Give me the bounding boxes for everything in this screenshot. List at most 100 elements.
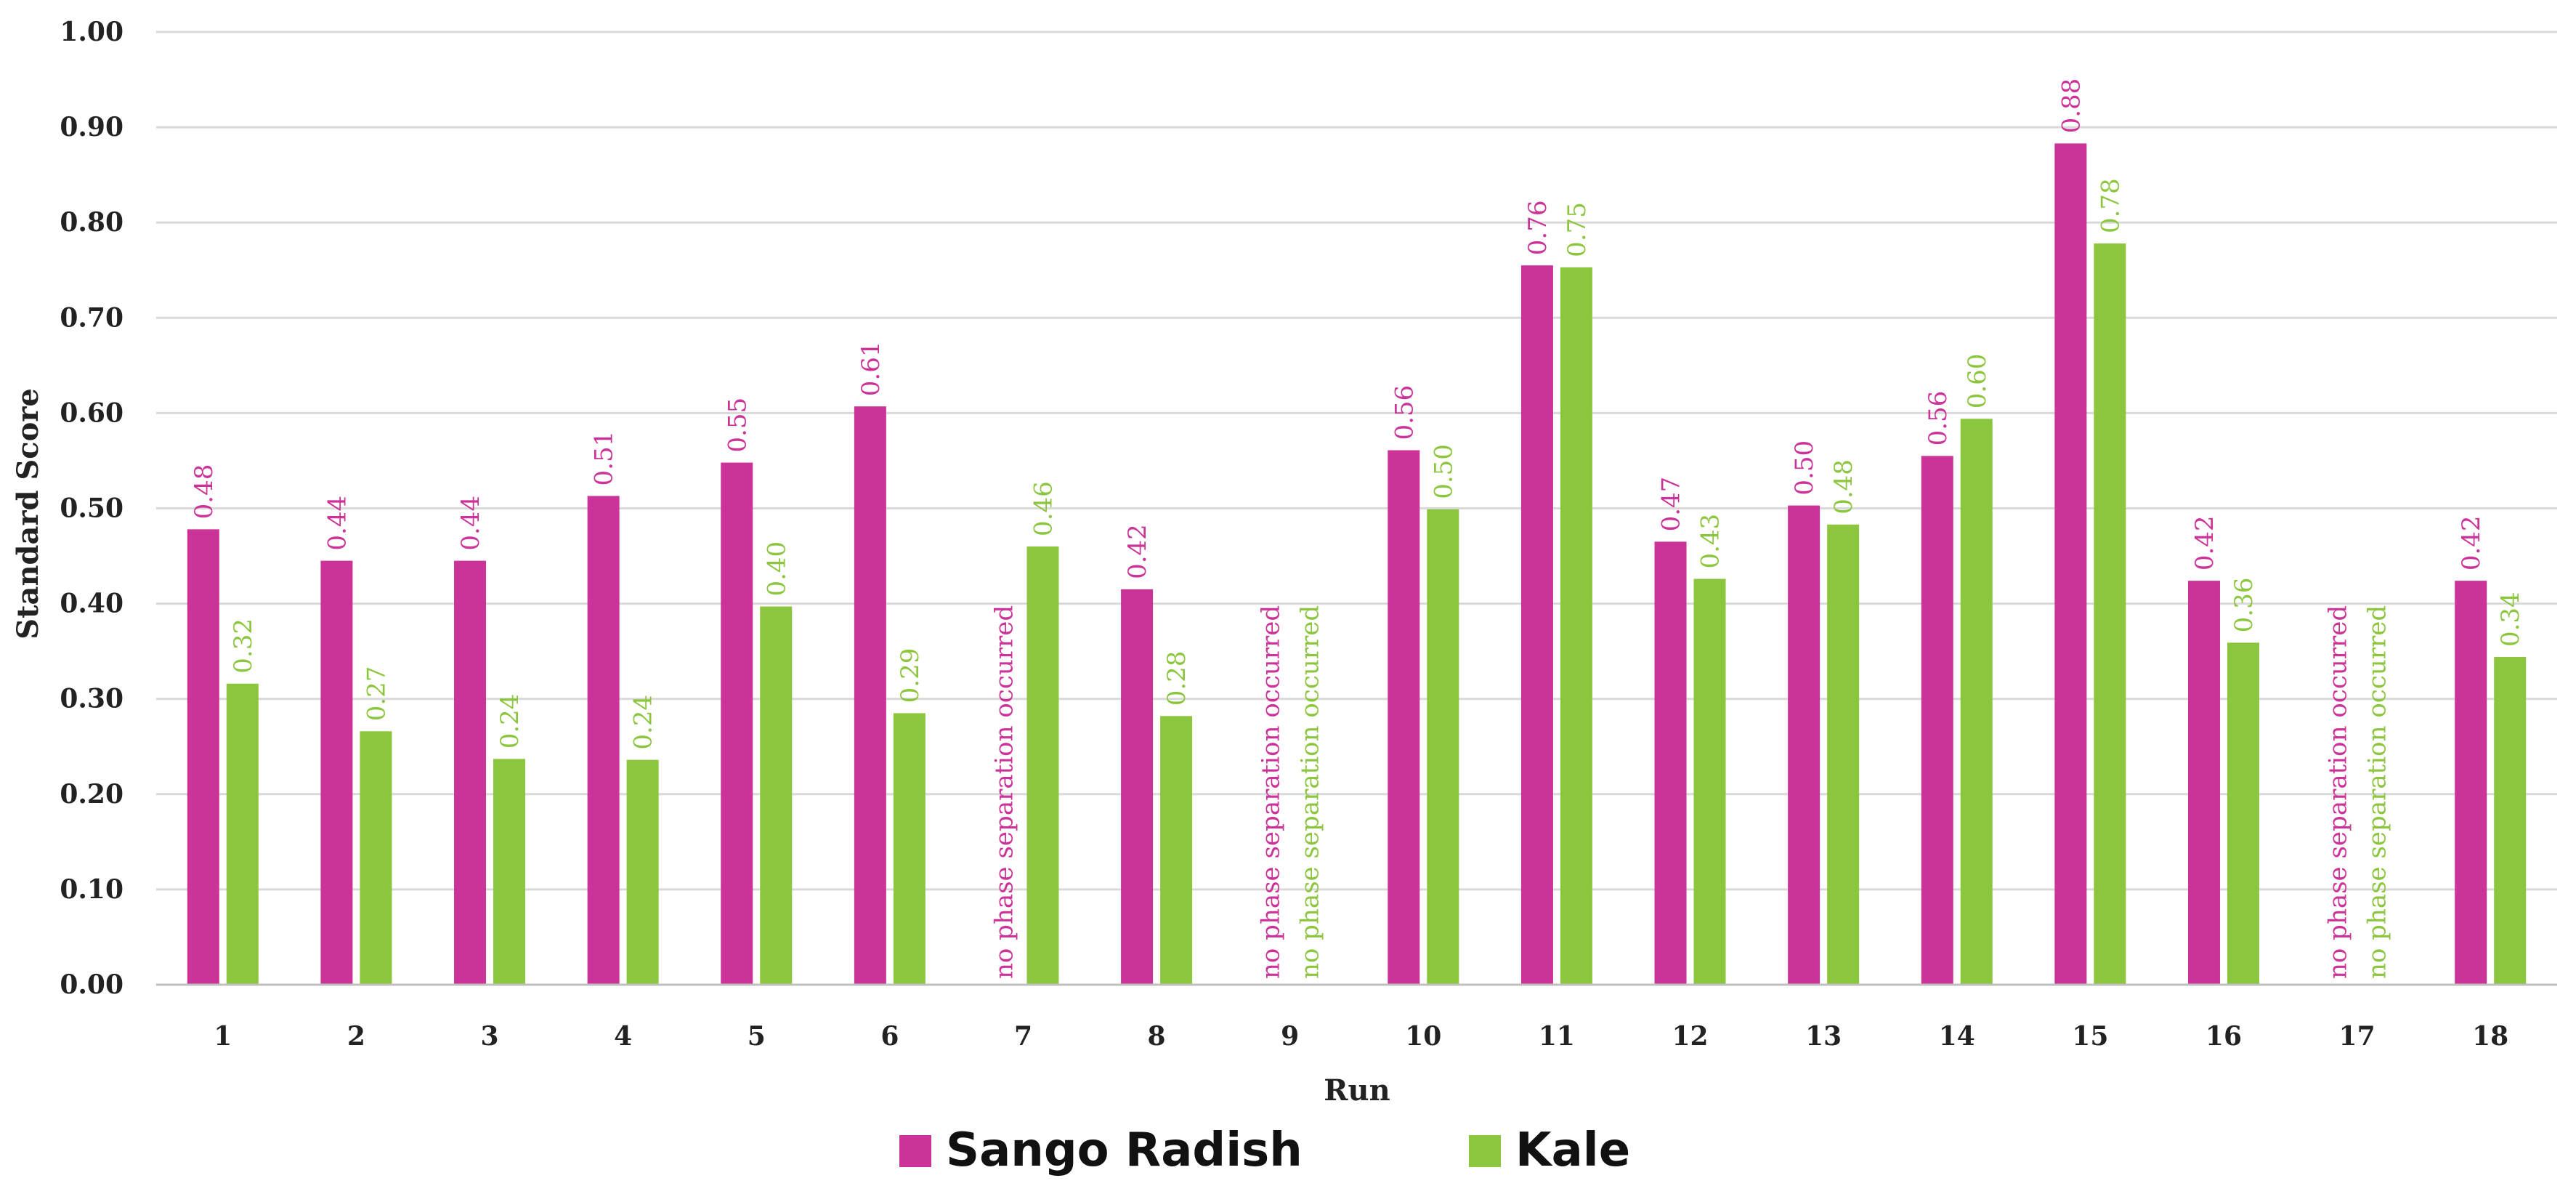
data-label-kale: 0.29	[896, 648, 925, 703]
bar-kale	[1560, 267, 1592, 985]
data-label-kale: 0.43	[1696, 514, 1725, 569]
data-label-kale: 0.24	[629, 695, 658, 750]
legend-label-sango-radish: Sango Radish	[946, 1124, 1303, 1177]
data-label-sango-radish: 0.42	[2190, 515, 2219, 570]
data-label-sango-radish: 0.51	[590, 431, 619, 486]
x-tick-label: 10	[1405, 1021, 1441, 1052]
bar-sango-radish	[2455, 581, 2487, 985]
data-label-sango-radish: 0.47	[1657, 477, 1686, 532]
bar-kale	[760, 606, 793, 985]
no-data-label-sango-radish: no phase separation occurred	[2324, 605, 2353, 979]
bar-kale	[226, 683, 259, 985]
legend-swatch-kale	[1469, 1135, 1501, 1167]
bar-sango-radish	[2054, 143, 2087, 985]
y-tick-label: 0.30	[60, 684, 123, 714]
data-label-kale: 0.75	[1563, 202, 1592, 257]
bar-kale	[2227, 642, 2259, 985]
bar-kale	[2494, 657, 2527, 985]
bar-kale	[1427, 509, 1459, 985]
data-label-kale: 0.46	[1029, 481, 1058, 536]
x-tick-label: 18	[2472, 1021, 2508, 1052]
legend: Sango Radish Kale	[899, 1124, 1630, 1177]
x-tick-label: 3	[480, 1021, 498, 1052]
legend-swatch-sango-radish	[899, 1135, 931, 1167]
data-label-kale: 0.32	[229, 618, 258, 674]
x-tick-label: 9	[1281, 1021, 1299, 1052]
data-label-sango-radish: 0.88	[2057, 78, 2086, 134]
y-axis-title: Standard Score	[11, 388, 45, 640]
data-label-kale: 0.50	[1429, 444, 1458, 499]
bar-kale	[1960, 419, 1993, 985]
bar-sango-radish	[1388, 450, 1420, 985]
y-axis-ticks: 0.00 0.10 0.20 0.30 0.40 0.50 0.60 0.70 0.80 0.90…	[60, 17, 123, 1000]
bar-kale	[1026, 546, 1059, 985]
bars	[187, 143, 2527, 985]
data-label-sango-radish: 0.61	[856, 342, 886, 397]
y-tick-label: 0.20	[60, 779, 123, 810]
data-label-sango-radish: 0.44	[456, 496, 485, 551]
no-data-label-sango-radish: no phase separation occurred	[1257, 605, 1286, 979]
x-axis-ticks: 1 2 3 4 5 6 7 8 9 10 11 12 13 14 15 16 17 18	[214, 1021, 2508, 1052]
bar-sango-radish	[1654, 541, 1687, 985]
data-label-sango-radish: 0.56	[1390, 385, 1419, 440]
x-tick-label: 2	[347, 1021, 365, 1052]
bar-kale	[893, 713, 926, 985]
bar-sango-radish	[1121, 589, 1154, 985]
bar-kale	[1827, 524, 1860, 985]
y-tick-label: 0.10	[60, 874, 123, 905]
x-tick-label: 5	[748, 1021, 766, 1052]
x-tick-label: 11	[1539, 1021, 1575, 1052]
x-tick-label: 16	[2206, 1021, 2242, 1052]
y-tick-label: 0.00	[60, 969, 123, 1000]
x-tick-label: 12	[1672, 1021, 1708, 1052]
data-label-kale: 0.24	[495, 694, 524, 749]
data-label-kale: 0.48	[1829, 459, 1858, 515]
gridlines	[156, 31, 2557, 891]
y-tick-label: 0.90	[60, 112, 123, 142]
bar-sango-radish	[187, 529, 219, 985]
bar-kale	[360, 731, 392, 985]
bar-kale	[626, 759, 659, 985]
bar-sango-radish	[1520, 265, 1553, 985]
x-tick-label: 1	[214, 1021, 232, 1052]
no-data-label-kale: no phase separation occurred	[2363, 605, 2392, 979]
bar-sango-radish	[854, 406, 886, 985]
data-label-kale: 0.40	[762, 541, 791, 597]
y-tick-label: 1.00	[60, 17, 123, 47]
data-label-sango-radish: 0.42	[1123, 524, 1152, 579]
y-tick-label: 0.70	[60, 302, 123, 333]
no-data-label-kale: no phase separation occurred	[1296, 605, 1325, 979]
bar-sango-radish	[1788, 505, 1820, 985]
bar-kale	[1693, 578, 1726, 985]
x-tick-label: 7	[1014, 1021, 1032, 1052]
data-label-kale: 0.36	[2229, 578, 2259, 633]
data-label-sango-radish: 0.44	[323, 496, 352, 551]
data-label-sango-radish: 0.55	[723, 398, 752, 453]
x-tick-label: 13	[1805, 1021, 1842, 1052]
y-tick-label: 0.80	[60, 207, 123, 238]
x-tick-label: 8	[1148, 1021, 1166, 1052]
data-labels: 0.48 0.32 0.44 0.27 0.44 0.24 0.51 0.24 0.55 0.40…	[190, 78, 2525, 979]
x-axis-title: Run	[1324, 1073, 1390, 1108]
x-tick-label: 17	[2339, 1021, 2375, 1052]
x-tick-label: 14	[1939, 1021, 1975, 1052]
data-label-kale: 0.27	[362, 666, 391, 722]
data-label-kale: 0.78	[2096, 178, 2125, 233]
x-tick-label: 6	[880, 1021, 899, 1052]
bar-sango-radish	[1921, 456, 1953, 985]
bar-sango-radish	[454, 560, 487, 985]
bar-kale	[493, 759, 526, 985]
data-label-kale: 0.34	[2496, 592, 2525, 647]
data-label-sango-radish: 0.56	[1924, 391, 1953, 446]
x-tick-label: 15	[2072, 1021, 2108, 1052]
no-data-label-sango-radish: no phase separation occurred	[989, 605, 1018, 979]
data-label-sango-radish: 0.42	[2457, 515, 2486, 570]
y-tick-label: 0.50	[60, 493, 123, 524]
bar-sango-radish	[721, 462, 753, 985]
data-label-sango-radish: 0.76	[1523, 200, 1552, 255]
bar-sango-radish	[2187, 581, 2220, 985]
bar-sango-radish	[320, 560, 353, 985]
bar-kale	[1160, 716, 1193, 985]
data-label-sango-radish: 0.50	[1790, 440, 1819, 496]
data-label-kale: 0.60	[1963, 354, 1992, 409]
